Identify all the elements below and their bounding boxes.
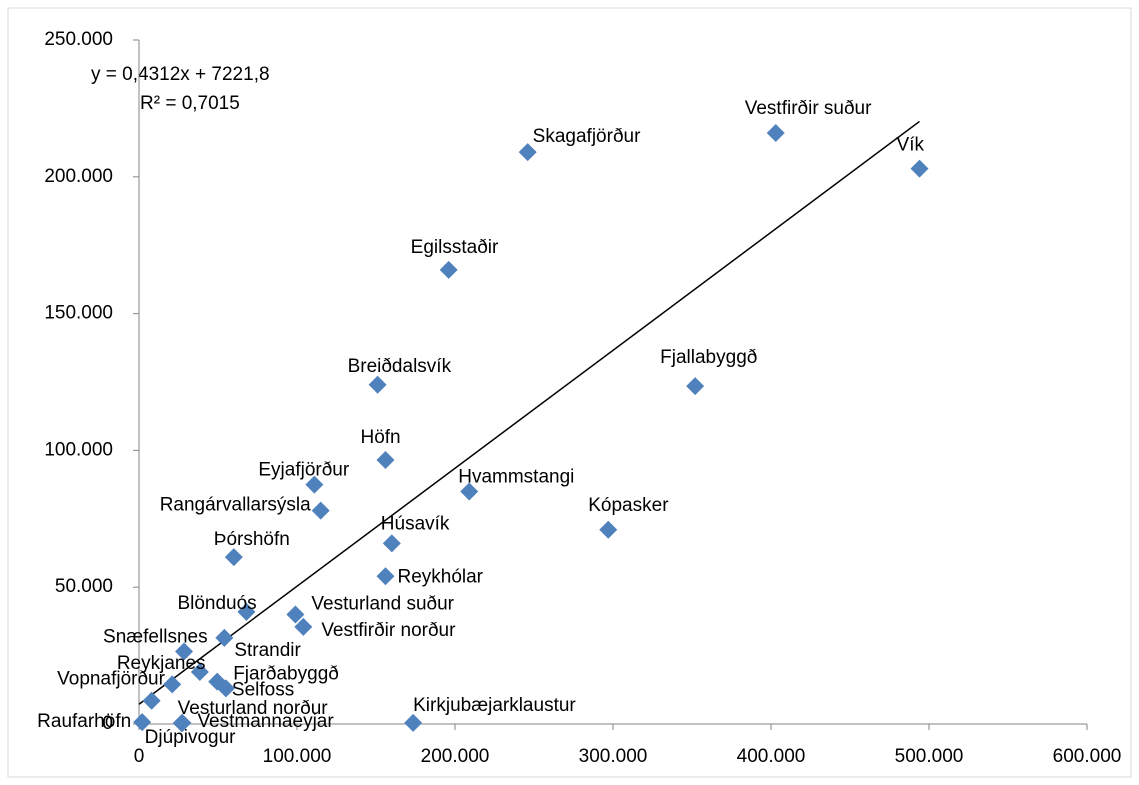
point: [910, 159, 929, 178]
point-label: Vestmannaeyjar: [197, 711, 334, 732]
point-label: Vesturland norður: [178, 698, 329, 719]
x-tick-label: 300.000: [579, 746, 648, 767]
point-label: Húsavík: [381, 513, 450, 534]
point-label: Þórshöfn: [214, 529, 290, 550]
x-tick-label: 0: [134, 746, 145, 767]
x-tick-label: 500.000: [895, 746, 964, 767]
point: [599, 520, 618, 539]
point-label: Breiðdalsvík: [348, 356, 452, 377]
point: [368, 375, 387, 394]
point: [311, 501, 330, 520]
point: [216, 679, 235, 698]
point: [215, 628, 234, 647]
point: [382, 534, 401, 553]
point-label: Reykjanes: [117, 653, 206, 674]
point-label: Raufarhöfn: [37, 711, 131, 732]
point-label: Vestfirðir suður: [745, 98, 872, 119]
point-label: Kópasker: [588, 495, 669, 516]
point: [439, 260, 458, 279]
point: [237, 602, 256, 621]
point-label: Snæfellsnes: [103, 627, 208, 648]
point: [175, 642, 194, 661]
x-tick-label: 600.000: [1053, 746, 1122, 767]
x-tick-label: 200.000: [421, 746, 490, 767]
trend-equation: y = 0,4312x + 7221,8: [91, 64, 270, 85]
point: [163, 675, 182, 694]
point-label: Vestfirðir norður: [321, 620, 456, 641]
point-label: Egilsstaðir: [411, 237, 499, 258]
y-tick-label: 100.000: [44, 439, 113, 460]
point: [305, 475, 324, 494]
point-label: Skagafjörður: [533, 126, 641, 147]
point-label: Blönduós: [177, 593, 256, 614]
point-label: Rangárvallarsýsla: [160, 495, 311, 516]
point: [404, 713, 423, 732]
y-tick-label: 50.000: [55, 576, 113, 597]
y-tick-label: 250.000: [44, 29, 113, 50]
point: [376, 450, 395, 469]
y-tick-label: 200.000: [44, 166, 113, 187]
point-label: Reykhólar: [397, 566, 483, 587]
point-label: Hvammstangi: [458, 466, 574, 487]
point: [190, 663, 209, 682]
point-label: Djúpivogur: [145, 727, 236, 748]
y-tick-label: 150.000: [44, 303, 113, 324]
point: [376, 567, 395, 586]
point: [286, 605, 305, 624]
point-label: Vopnafjörður: [57, 668, 165, 689]
point-label: Selfoss: [232, 679, 294, 700]
x-tick-label: 100.000: [263, 746, 332, 767]
point: [224, 548, 243, 567]
point-label: Vík: [897, 135, 925, 156]
point-label: Höfn: [360, 427, 400, 448]
y-tick-label: 0: [102, 713, 113, 734]
x-tick-label: 400.000: [737, 746, 806, 767]
point: [173, 713, 192, 732]
point-label: Fjallabyggð: [660, 347, 757, 368]
point-label: Strandir: [234, 640, 301, 661]
chart-border: [7, 7, 1132, 778]
point-label: Kirkjubæjarklaustur: [413, 695, 576, 716]
point: [460, 482, 479, 501]
point-label: Fjarðabyggð: [233, 664, 339, 685]
point-label: Vesturland suður: [311, 594, 454, 615]
point: [518, 143, 537, 162]
point: [766, 124, 785, 143]
trend-r2: R² = 0,7015: [140, 93, 240, 114]
point: [686, 377, 705, 396]
point: [142, 691, 161, 710]
point: [294, 617, 313, 636]
trendline: [138, 120, 920, 705]
point-label: Eyjafjörður: [258, 460, 349, 481]
point: [133, 713, 152, 732]
